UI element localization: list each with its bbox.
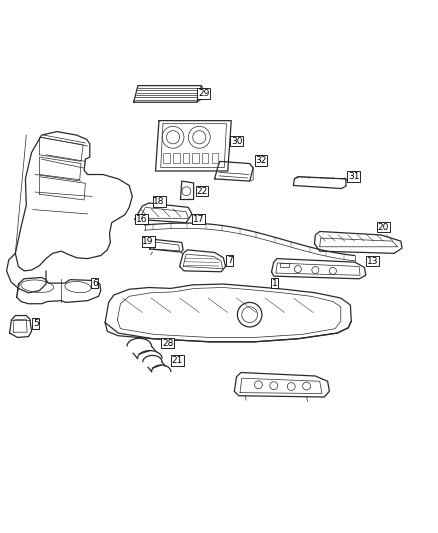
Text: 21: 21 [172,356,183,365]
Text: 6: 6 [92,279,98,288]
Text: 16: 16 [136,215,147,224]
Text: 22: 22 [196,187,208,196]
Text: 7: 7 [227,256,233,265]
Bar [173,154,180,163]
Text: 30: 30 [231,137,242,146]
Text: 31: 31 [348,172,360,181]
Bar [183,154,189,163]
Text: 28: 28 [162,338,173,348]
Text: 13: 13 [367,257,378,266]
Bar [212,154,218,163]
Text: 20: 20 [378,223,389,231]
Text: 19: 19 [142,237,154,246]
Text: 29: 29 [198,89,209,98]
Text: 5: 5 [33,319,39,328]
Text: 18: 18 [153,197,165,206]
Text: 1: 1 [272,279,277,288]
Bar [192,154,199,163]
Bar [163,154,170,163]
Text: 32: 32 [255,156,267,165]
Bar [280,263,289,268]
Text: 17: 17 [193,215,204,224]
Bar [202,154,208,163]
